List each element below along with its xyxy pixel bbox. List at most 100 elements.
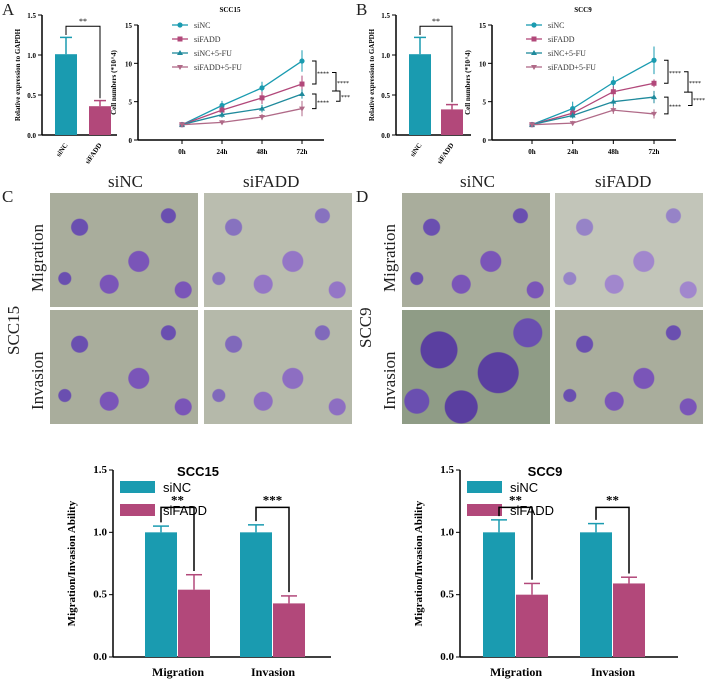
x-tick-label: Invasion	[251, 665, 295, 679]
marker-square	[177, 36, 183, 42]
significance-bracket	[332, 72, 337, 92]
significance-label: ****	[669, 105, 681, 111]
legend-label: siFADD	[194, 35, 221, 44]
micrograph-scc9-invasion-sifadd	[555, 310, 703, 424]
significance-bracket	[595, 506, 630, 574]
marker-triangle	[219, 111, 225, 117]
significance-label: ****	[317, 72, 329, 78]
marker-circle	[570, 105, 576, 112]
cell-label-scc9: SCC9	[356, 307, 375, 348]
row-label-invasion-d: Invasion	[380, 351, 399, 410]
y-tick-label: 10	[125, 60, 133, 68]
x-tick-label: 72h	[297, 148, 308, 156]
col-label-sinc-c: siNC	[108, 172, 143, 191]
y-axis-label: Cell numbers (*10^4)	[464, 49, 472, 114]
marker-circle	[531, 22, 537, 28]
y-tick-label: 0.0	[93, 651, 107, 663]
x-tick-label: siFADD	[84, 142, 104, 166]
bar-Invasion-siNC	[240, 532, 272, 657]
marker-square	[259, 95, 265, 101]
y-tick-label: 1.5	[440, 464, 454, 476]
y-tick-label: 0	[129, 137, 133, 145]
significance-label: ***	[341, 95, 350, 101]
legend-label: siNC+5-FU	[194, 49, 232, 58]
x-tick-label: 0h	[528, 148, 536, 156]
chart-title: SCC15	[177, 464, 219, 479]
x-tick-label: siFADD	[436, 142, 456, 166]
legend-label: siNC	[510, 480, 538, 495]
marker-square	[531, 36, 537, 42]
panel-label-b: B	[356, 0, 368, 19]
bar-Invasion-siFADD	[273, 603, 305, 657]
significance-label: ****	[669, 71, 681, 77]
bar-siNC	[409, 54, 431, 136]
significance-label: **	[509, 492, 522, 507]
marker-circle	[651, 57, 657, 63]
marker-square	[299, 81, 305, 87]
significance-label: **	[79, 17, 87, 26]
bar-siNC	[55, 54, 77, 136]
bar-Migration-siFADD	[178, 589, 210, 657]
bar-Migration-siFADD	[516, 594, 548, 657]
significance-bracket	[498, 506, 533, 580]
legend-label: siFADD	[548, 35, 575, 44]
y-tick-label: 1.0	[440, 526, 454, 538]
marker-triangle-down	[529, 122, 535, 128]
series-line-siNC+5-FU	[181, 93, 303, 126]
marker-square	[651, 80, 657, 86]
significance-bracket	[664, 59, 669, 84]
x-tick-label: Invasion	[591, 665, 635, 679]
significance-bracket	[664, 96, 669, 115]
legend-swatch	[467, 504, 502, 516]
micrograph-scc9-invasion-sinc	[402, 310, 550, 424]
x-tick-label: siNC	[409, 142, 424, 159]
legend-swatch	[120, 481, 155, 493]
y-tick-label: 1.0	[93, 526, 107, 538]
y-tick-label: 5	[483, 99, 487, 107]
legend-label: siFADD	[163, 503, 207, 518]
marker-triangle-down	[531, 65, 537, 70]
legend-label: siNC+5-FU	[548, 49, 586, 58]
significance-label: **	[606, 492, 619, 507]
y-tick-label: 0.0	[381, 132, 390, 140]
significance-label: ****	[337, 81, 349, 87]
significance-label: **	[171, 492, 184, 507]
micrograph-scc15-invasion-sinc	[50, 310, 198, 424]
y-axis-label: Cell numbers (*10^4)	[110, 49, 118, 114]
marker-triangle-down	[259, 115, 265, 120]
y-tick-label: 0.5	[27, 92, 36, 100]
marker-circle	[219, 102, 225, 109]
cell-label-scc15: SCC15	[4, 305, 23, 355]
panel-label-a: A	[2, 0, 15, 19]
y-tick-label: 1.5	[27, 12, 36, 20]
significance-bracket	[684, 71, 689, 93]
marker-circle	[259, 85, 265, 91]
x-tick-label: 72h	[649, 148, 660, 156]
y-tick-label: 0.5	[440, 589, 454, 601]
x-tick-label: 48h	[257, 148, 268, 156]
marker-triangle	[259, 105, 265, 111]
bar-siFADD	[441, 109, 463, 135]
y-tick-label: 0.5	[381, 92, 390, 100]
micrograph-scc15-invasion-sifadd	[204, 310, 352, 424]
y-tick-label: 0.5	[93, 589, 107, 601]
chart-title: SCC9	[574, 6, 592, 14]
significance-bracket	[688, 91, 693, 106]
y-tick-label: 0.0	[27, 132, 36, 140]
panel-label-c: C	[2, 187, 14, 206]
bar-Invasion-siFADD	[613, 583, 645, 657]
y-tick-label: 15	[479, 22, 487, 30]
marker-triangle-down	[610, 108, 617, 114]
series-line-siNC	[181, 60, 303, 126]
marker-square	[610, 89, 616, 95]
marker-triangle	[177, 50, 183, 55]
bar-Invasion-siNC	[580, 532, 612, 657]
marker-triangle-down	[651, 111, 657, 117]
x-tick-label: Migration	[152, 665, 204, 679]
panel-label-d: D	[356, 187, 369, 206]
y-tick-label: 15	[125, 22, 133, 30]
legend-label: siNC	[194, 21, 210, 30]
row-label-migration-c: Migration	[28, 224, 47, 292]
